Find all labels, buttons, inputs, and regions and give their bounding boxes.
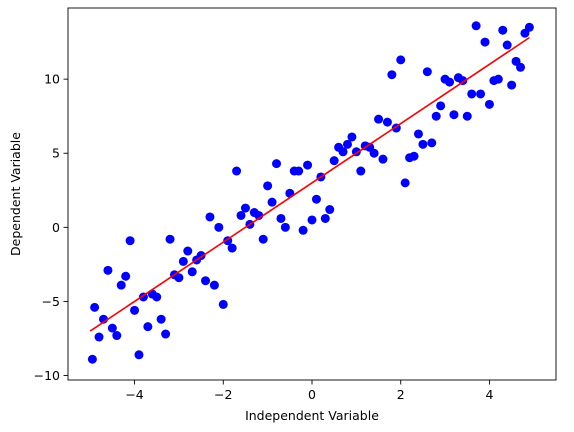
data-point — [462, 111, 472, 121]
data-point — [178, 256, 188, 266]
data-point — [418, 139, 428, 149]
data-point — [107, 323, 117, 333]
data-point — [387, 70, 397, 80]
y-tick-label: 0 — [52, 220, 60, 235]
data-point — [161, 329, 171, 339]
data-point — [431, 111, 441, 121]
data-point — [436, 101, 446, 111]
x-tick-label: 2 — [397, 387, 405, 402]
y-axis-label: Dependent Variable — [8, 132, 23, 256]
data-point — [214, 222, 224, 232]
data-point — [125, 236, 135, 246]
data-point — [471, 21, 481, 31]
y-tick-label: −5 — [42, 294, 60, 309]
data-point — [524, 22, 534, 32]
y-axis: −10 −5 0 5 10 — [34, 72, 68, 383]
data-point — [263, 181, 273, 191]
data-point — [493, 74, 503, 84]
x-tick-label: 4 — [485, 387, 493, 402]
data-point — [298, 225, 308, 235]
data-point — [205, 212, 215, 222]
data-point — [280, 222, 290, 232]
data-point — [258, 234, 268, 244]
data-point — [325, 205, 335, 215]
data-point — [342, 139, 352, 149]
data-point — [272, 159, 282, 169]
data-point — [480, 37, 490, 47]
data-point — [134, 350, 144, 360]
data-point — [382, 117, 392, 127]
data-point — [87, 354, 97, 364]
data-point — [356, 166, 366, 176]
regression-line — [89, 36, 530, 332]
data-point — [156, 314, 166, 324]
data-point — [476, 89, 486, 99]
data-point — [320, 213, 330, 223]
data-point — [232, 166, 242, 176]
data-point — [227, 243, 237, 253]
data-point — [187, 267, 197, 277]
plot-frame — [67, 7, 557, 381]
data-point — [201, 276, 211, 286]
data-point — [449, 110, 459, 120]
data-point — [218, 299, 228, 309]
data-point — [498, 25, 508, 35]
data-point — [276, 213, 286, 223]
data-point — [413, 129, 423, 139]
y-tick-label: 10 — [44, 72, 60, 87]
x-tick-label: −4 — [125, 387, 143, 402]
data-point — [267, 197, 277, 207]
data-point — [174, 273, 184, 283]
data-point — [209, 280, 219, 290]
data-point — [236, 210, 246, 220]
data-point — [338, 147, 348, 157]
data-point — [400, 178, 410, 188]
y-tick-label: −10 — [34, 368, 60, 383]
x-axis: −4 −2 0 2 4 — [125, 380, 493, 402]
data-point — [507, 80, 517, 90]
data-point — [374, 114, 384, 124]
data-point — [90, 302, 100, 312]
data-point — [183, 246, 193, 256]
data-point — [143, 322, 153, 332]
data-point — [516, 62, 526, 72]
data-point — [307, 215, 317, 225]
data-point — [409, 151, 419, 161]
data-point — [329, 156, 339, 166]
data-point — [445, 77, 455, 87]
data-point — [240, 203, 250, 213]
plot-area — [67, 7, 557, 381]
data-point — [311, 194, 321, 204]
data-point — [467, 89, 477, 99]
x-tick-label: 0 — [308, 387, 316, 402]
data-point — [130, 305, 140, 315]
data-point — [427, 138, 437, 148]
data-point — [396, 55, 406, 65]
series-layer — [87, 21, 534, 364]
y-tick-label: 5 — [52, 146, 60, 161]
data-point — [378, 154, 388, 164]
x-axis-label: Independent Variable — [245, 408, 379, 423]
data-point — [165, 234, 175, 244]
x-tick-label: −2 — [214, 387, 232, 402]
data-point — [121, 271, 131, 281]
data-point — [103, 265, 113, 275]
data-point — [294, 166, 304, 176]
data-point — [484, 99, 494, 109]
data-point — [116, 280, 126, 290]
data-point — [502, 40, 512, 50]
data-point — [369, 148, 379, 158]
data-point — [112, 331, 122, 341]
data-point — [347, 132, 357, 142]
data-point — [303, 160, 313, 170]
data-point — [94, 332, 104, 342]
data-point — [152, 292, 162, 302]
data-point — [422, 67, 432, 77]
